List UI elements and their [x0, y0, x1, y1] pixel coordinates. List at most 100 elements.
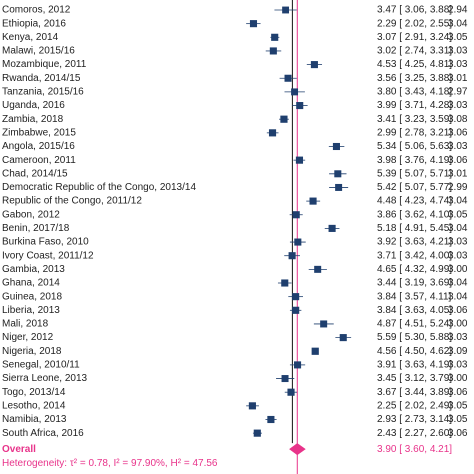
estimate-label: 3.80 [ 3.43, 4.18]: [377, 87, 452, 98]
study-label: Namibia, 2013: [2, 414, 67, 425]
weight-label: 2.97: [448, 87, 468, 98]
estimate-label: 3.67 [ 3.44, 3.89]: [377, 387, 452, 398]
study-label: Chad, 2014/15: [2, 168, 68, 179]
study-label: Cameroon, 2011: [2, 155, 76, 166]
weight-label: 3.03: [448, 46, 468, 57]
estimate-box: [281, 279, 289, 287]
study-label: Gabon, 2012: [2, 209, 60, 220]
estimate-label: 3.47 [ 3.06, 3.88]: [377, 5, 452, 16]
estimate-box: [339, 334, 347, 342]
estimate-box: [280, 115, 288, 123]
estimate-box: [295, 156, 304, 164]
weight-label: 3.05: [448, 32, 468, 43]
estimate-box: [287, 388, 295, 396]
study-label: Democratic Republic of the Congo, 2013/1…: [2, 182, 196, 193]
study-label: Togo, 2013/14: [2, 387, 66, 398]
study-label: Niger, 2012: [2, 332, 54, 343]
estimate-box: [292, 211, 300, 219]
weight-label: 3.04: [448, 223, 468, 234]
estimate-label: 3.91 [ 3.63, 4.19]: [377, 360, 452, 371]
estimate-box: [281, 375, 289, 383]
weight-label: 3.06: [448, 127, 468, 138]
study-label: Nigeria, 2018: [2, 346, 62, 357]
estimate-box: [335, 183, 343, 191]
estimate-box: [249, 20, 258, 28]
estimate-label: 2.29 [ 2.02, 2.55]: [377, 18, 452, 29]
study-label: Mali, 2018: [2, 319, 49, 330]
study-label: Benin, 2017/18: [2, 223, 70, 234]
estimate-label: 3.98 [ 3.76, 4.19]: [377, 155, 452, 166]
weight-label: 3.06: [448, 387, 468, 398]
estimate-label: 3.44 [ 3.19, 3.69]: [377, 278, 452, 289]
weight-label: 3.03: [448, 237, 468, 248]
estimate-label: 3.45 [ 3.12, 3.79]: [377, 373, 452, 384]
study-label: Republic of the Congo, 2011/12: [2, 196, 142, 207]
study-label: Rwanda, 2014/15: [2, 73, 81, 84]
weight-label: 3.03: [448, 100, 468, 111]
study-label: Uganda, 2016: [2, 100, 65, 111]
estimate-label: 4.48 [ 4.23, 4.74]: [377, 196, 452, 207]
weight-label: 3.03: [448, 360, 468, 371]
estimate-label: 3.02 [ 2.74, 3.31]: [377, 46, 452, 57]
study-label: Gambia, 2013: [2, 264, 65, 275]
weight-label: 3.05: [448, 209, 468, 220]
estimate-box: [271, 33, 279, 41]
weight-label: 3.01: [448, 73, 468, 84]
weight-label: 3.05: [448, 414, 468, 425]
weight-label: 3.08: [448, 114, 468, 125]
estimate-box: [253, 429, 261, 437]
estimate-label: 3.07 [ 2.91, 3.24]: [377, 32, 452, 43]
weight-label: 3.00: [448, 319, 468, 330]
weight-label: 3.04: [448, 196, 468, 207]
estimate-label: 5.39 [ 5.07, 5.71]: [377, 168, 452, 179]
estimate-label: 3.56 [ 3.25, 3.88]: [377, 73, 452, 84]
study-label: Mozambique, 2011: [2, 59, 87, 70]
weight-label: 3.05: [448, 400, 468, 411]
weight-label: 2.94: [448, 5, 468, 16]
estimate-box: [267, 415, 275, 424]
estimate-label: 3.92 [ 3.63, 4.21]: [377, 237, 452, 248]
estimate-box: [284, 74, 292, 82]
weight-label: 3.00: [448, 373, 468, 384]
weight-label: 3.04: [448, 278, 468, 289]
study-label: Zimbabwe, 2015: [2, 127, 76, 138]
estimate-box: [292, 293, 300, 301]
estimate-box: [292, 306, 300, 314]
estimate-box: [328, 224, 336, 232]
weight-label: 3.06: [448, 155, 468, 166]
estimate-box: [314, 265, 322, 273]
study-label: Burkina Faso, 2010: [2, 237, 89, 248]
estimate-label: 2.93 [ 2.73, 3.14]: [377, 414, 452, 425]
estimate-label: 3.71 [ 3.42, 4.00]: [377, 250, 452, 261]
estimate-label: 4.65 [ 4.32, 4.99]: [377, 264, 452, 275]
estimate-label: 5.59 [ 5.30, 5.88]: [377, 332, 452, 343]
estimate-box: [282, 6, 290, 14]
study-label: South Africa, 2016: [2, 428, 84, 439]
weight-label: 3.06: [448, 305, 468, 316]
estimate-box: [334, 170, 342, 178]
weight-label: 3.03: [448, 250, 468, 261]
study-label: Liberia, 2013: [2, 305, 60, 316]
estimate-label: 5.42 [ 5.07, 5.77]: [377, 182, 452, 193]
study-label: Ivory Coast, 2011/12: [2, 250, 94, 261]
estimate-box: [294, 238, 302, 246]
estimate-box: [296, 102, 304, 110]
study-label: Zambia, 2018: [2, 114, 64, 125]
study-label: Sierra Leone, 2013: [2, 373, 88, 384]
overall-estimate: 3.90 [ 3.60, 4.21]: [377, 444, 452, 455]
estimate-box: [309, 197, 317, 205]
study-label: Malawi, 2015/16: [2, 46, 75, 57]
study-label: Senegal, 2010/11: [2, 360, 80, 371]
estimate-box: [311, 347, 319, 355]
estimate-box: [291, 88, 299, 96]
estimate-label: 4.53 [ 4.25, 4.81]: [377, 59, 452, 70]
heterogeneity: Heterogeneity: τ² = 0.78, I² = 97.90%, H…: [2, 458, 218, 469]
weight-label: 3.03: [448, 332, 468, 343]
study-label: Ethiopia, 2016: [2, 18, 66, 29]
weight-label: 3.03: [448, 59, 468, 70]
estimate-label: 3.84 [ 3.57, 4.11]: [377, 291, 452, 302]
estimate-box: [294, 361, 302, 369]
estimate-box: [332, 142, 340, 151]
estimate-label: 2.25 [ 2.02, 2.49]: [377, 400, 452, 411]
